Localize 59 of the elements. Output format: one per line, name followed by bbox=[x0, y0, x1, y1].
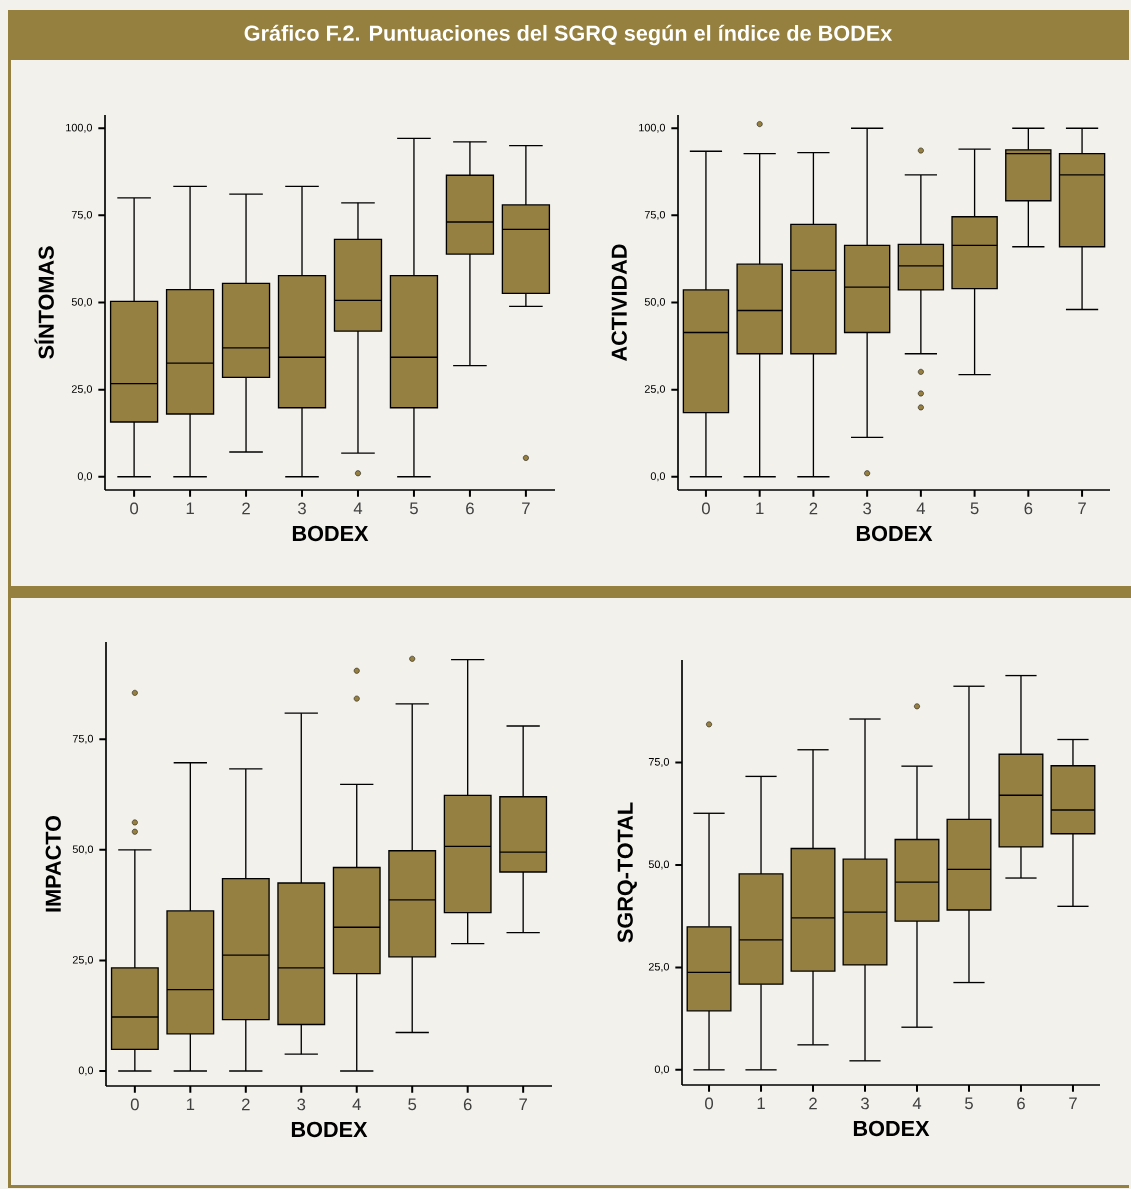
x-axis-title: BODEX bbox=[292, 525, 369, 542]
x-tick-label: 7 bbox=[1078, 502, 1086, 515]
y-tick-label: 50,0 bbox=[644, 298, 666, 307]
y-tick-label: 75,0 bbox=[71, 210, 93, 220]
y-tick-label: 25,0 bbox=[72, 955, 94, 965]
x-axis-title: BODEX bbox=[856, 525, 933, 542]
x-tick-label: 2 bbox=[242, 1098, 250, 1111]
x-tick-label: 2 bbox=[809, 1097, 817, 1110]
x-tick-label: 2 bbox=[809, 502, 818, 515]
x-tick-label: 2 bbox=[242, 502, 250, 515]
y-tick-label: 25,0 bbox=[648, 962, 670, 972]
x-tick-label: 5 bbox=[970, 502, 979, 515]
chart-title: Gráfico F.2. Puntuaciones del SGRQ según el índice de BODEx bbox=[244, 24, 893, 46]
x-tick-label: 4 bbox=[352, 1098, 361, 1111]
x-axis-title: BODEX bbox=[291, 1121, 368, 1138]
x-tick-label: 1 bbox=[757, 1097, 765, 1110]
y-tick-label: 0,0 bbox=[77, 472, 93, 482]
y-tick-label: 75,0 bbox=[72, 734, 94, 744]
x-tick-label: 0 bbox=[130, 502, 139, 515]
y-tick-label: 75,0 bbox=[644, 210, 666, 220]
y-axis-title: SÍNTOMAS bbox=[34, 246, 54, 359]
y-axis-title: IMPACTO bbox=[45, 815, 61, 912]
x-tick-label: 4 bbox=[916, 502, 926, 515]
x-tick-label: 7 bbox=[1069, 1097, 1077, 1110]
x-tick-label: 6 bbox=[463, 1098, 472, 1111]
y-tick-label: 0,0 bbox=[78, 1066, 94, 1076]
x-tick-label: 0 bbox=[130, 1098, 139, 1111]
y-tick-label: 50,0 bbox=[71, 298, 93, 307]
x-tick-label: 1 bbox=[186, 1098, 195, 1111]
x-tick-label: 7 bbox=[522, 502, 530, 515]
y-tick-label: 25,0 bbox=[644, 385, 666, 395]
y-tick-label: 25,0 bbox=[71, 385, 93, 395]
y-axis-title: SGRQ-TOTAL bbox=[617, 802, 637, 943]
y-tick-label: 100,0 bbox=[66, 123, 93, 133]
x-tick-label: 6 bbox=[466, 502, 474, 515]
x-tick-label: 3 bbox=[297, 1098, 306, 1111]
y-tick-label: 0,0 bbox=[650, 472, 666, 482]
y-tick-label: 100,0 bbox=[639, 123, 666, 133]
x-tick-label: 3 bbox=[861, 1097, 869, 1110]
x-tick-label: 6 bbox=[1017, 1097, 1025, 1110]
y-tick-label: 0,0 bbox=[654, 1065, 670, 1075]
x-tick-label: 4 bbox=[912, 1097, 922, 1110]
y-tick-label: 75,0 bbox=[648, 758, 670, 767]
x-tick-label: 5 bbox=[408, 1098, 417, 1111]
x-tick-label: 5 bbox=[410, 502, 418, 515]
y-tick-label: 50,0 bbox=[648, 860, 670, 870]
x-tick-label: 1 bbox=[756, 502, 764, 515]
x-tick-label: 4 bbox=[353, 502, 363, 515]
y-axis-title: ACTIVIDAD bbox=[611, 244, 627, 361]
y-tick-label: 50,0 bbox=[72, 845, 94, 855]
x-tick-label: 0 bbox=[701, 502, 710, 515]
x-tick-label: 0 bbox=[705, 1097, 714, 1110]
x-axis-title: BODEX bbox=[853, 1120, 930, 1137]
x-tick-label: 5 bbox=[965, 1097, 973, 1110]
x-tick-label: 7 bbox=[519, 1098, 527, 1111]
x-tick-label: 3 bbox=[863, 502, 872, 515]
x-tick-label: 3 bbox=[298, 502, 306, 515]
x-tick-label: 1 bbox=[186, 502, 194, 515]
x-tick-label: 6 bbox=[1024, 502, 1033, 515]
